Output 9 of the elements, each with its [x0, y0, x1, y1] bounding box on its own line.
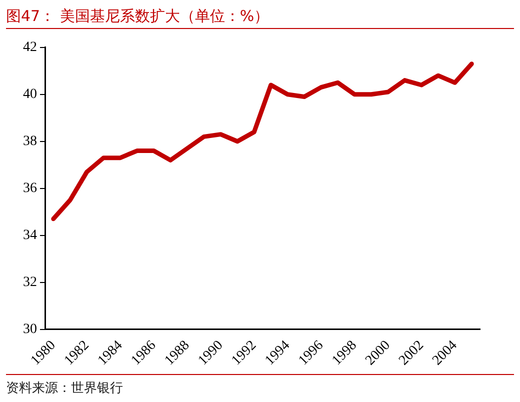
- y-tick-label: 42: [23, 40, 37, 56]
- chart-title: 图47： 美国基尼系数扩大（单位：%）: [6, 4, 514, 29]
- y-tick-label: 40: [23, 87, 37, 102]
- y-tick-label: 32: [23, 275, 37, 290]
- y-tick-label: 30: [23, 322, 37, 337]
- y-tick-label: 34: [23, 228, 37, 244]
- y-tick-label: 38: [23, 134, 37, 150]
- text: 资料来源：世界银行: [6, 374, 514, 397]
- y-tick-label: 36: [23, 181, 37, 196]
